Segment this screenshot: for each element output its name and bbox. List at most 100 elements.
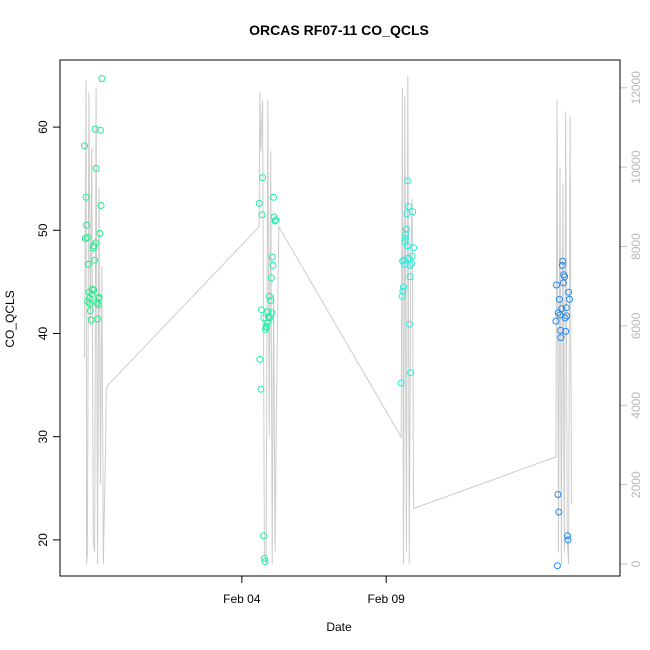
data-point: [552, 317, 560, 325]
data-point: [555, 508, 563, 516]
data-point: [406, 273, 414, 281]
data-point: [405, 203, 413, 210]
data-point: [410, 244, 418, 252]
data-point: [81, 235, 89, 242]
data-point: [84, 298, 92, 305]
data-point: [97, 202, 105, 209]
y-tick-label: 50: [36, 223, 50, 237]
data-point: [256, 355, 264, 363]
data-point: [92, 164, 100, 172]
data-point: [88, 285, 96, 293]
data-point: [554, 491, 562, 498]
data-point: [86, 307, 94, 315]
altitude-line: [84, 75, 572, 565]
data-point: [267, 274, 275, 282]
x-tick-label: Feb 09: [368, 592, 406, 606]
data-point: [82, 193, 90, 201]
y-tick-label: 30: [36, 430, 50, 444]
data-point: [268, 253, 276, 261]
data-point: [566, 295, 573, 303]
data-point: [559, 257, 567, 265]
data-point: [265, 292, 273, 300]
data-point: [554, 309, 562, 317]
data-point: [81, 142, 88, 150]
data-point: [269, 261, 277, 269]
y-tick-label: 40: [36, 326, 50, 340]
plot-frame: [59, 59, 621, 577]
data-point: [88, 290, 96, 298]
data-point: [262, 322, 270, 330]
data-point: [271, 217, 279, 225]
data-point: [408, 259, 416, 267]
data-point: [565, 288, 573, 296]
data-point: [260, 555, 268, 562]
data-point: [564, 536, 572, 544]
data-point: [553, 562, 561, 570]
y2-tick-label: 8000: [629, 233, 643, 260]
data-point: [404, 254, 412, 262]
data-point: [558, 261, 566, 269]
data-point: [402, 230, 410, 238]
data-point: [90, 286, 97, 294]
y2-tick-label: 10000: [629, 150, 643, 184]
data-point: [404, 177, 412, 185]
data-point: [87, 316, 95, 324]
data-point: [268, 309, 276, 317]
data-point: [558, 305, 566, 313]
data-point: [564, 532, 571, 540]
y2-tick-label: 12000: [629, 71, 643, 105]
data-point: [556, 311, 564, 319]
data-point: [96, 229, 104, 237]
y-tick-label: 20: [36, 533, 50, 547]
y2-tick-label: 6000: [629, 312, 643, 339]
data-point: [555, 295, 563, 303]
altitude-layer: [84, 75, 572, 565]
y2-tick-label: 0: [629, 560, 643, 567]
data-point: [559, 279, 567, 287]
data-point: [272, 216, 280, 224]
data-point: [91, 256, 99, 264]
y-tick-label: 60: [36, 120, 50, 134]
data-point: [260, 532, 267, 540]
data-point: [403, 242, 411, 250]
data-point: [400, 256, 408, 264]
data-point: [96, 126, 104, 134]
data-point: [83, 221, 91, 229]
axes-layer: 20 30 40 50 60 0 2000 4000 6000 8000 10000 12000 Feb…: [36, 71, 643, 606]
data-point: [408, 252, 416, 260]
y2-tick-label: 2000: [629, 471, 643, 498]
data-point: [261, 558, 269, 566]
data-point: [563, 312, 571, 320]
points-layer: [81, 75, 573, 570]
data-point: [557, 334, 565, 342]
y2-tick-label: 4000: [629, 392, 643, 419]
data-point: [255, 199, 263, 207]
data-point: [397, 379, 405, 387]
data-point: [258, 306, 265, 314]
data-point: [409, 208, 417, 216]
chart-title: ORCAS RF07-11 CO_QCLS: [249, 22, 429, 38]
data-point: [84, 260, 92, 268]
data-point: [86, 300, 94, 308]
data-point: [553, 281, 560, 289]
y-axis-label: CO_QCLS: [3, 290, 17, 347]
data-point: [95, 294, 103, 302]
data-point: [398, 292, 406, 300]
data-point: [92, 239, 100, 247]
x-tick-label: Feb 04: [223, 592, 261, 606]
data-point: [402, 225, 410, 233]
data-point: [94, 315, 101, 323]
data-point: [405, 320, 413, 328]
data-point: [399, 287, 407, 295]
data-point: [407, 369, 415, 377]
data-point: [257, 385, 265, 393]
data-point: [98, 75, 106, 83]
data-point: [258, 211, 266, 219]
data-point: [557, 326, 564, 334]
data-point: [402, 235, 409, 242]
x-axis-label: Date: [326, 620, 352, 634]
data-point: [270, 193, 278, 201]
data-point: [562, 304, 570, 312]
data-point: [406, 261, 414, 269]
